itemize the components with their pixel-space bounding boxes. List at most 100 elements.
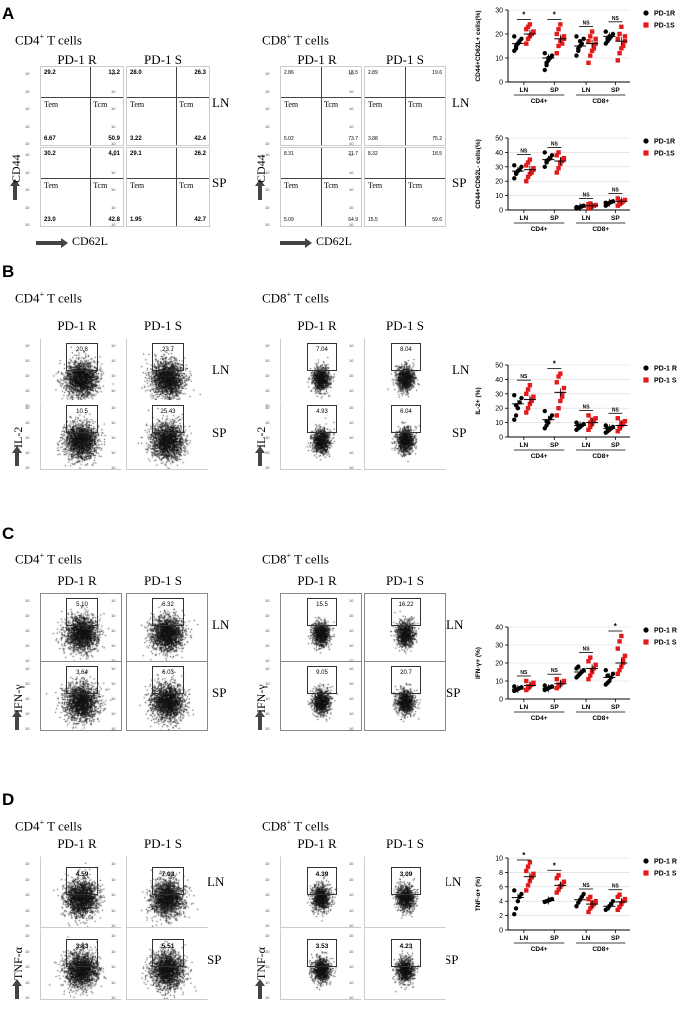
data-point — [558, 22, 563, 27]
data-point — [615, 58, 620, 63]
gate-value: 4.59 — [75, 871, 89, 878]
data-point — [524, 868, 529, 874]
y-tick-label: 20 — [495, 32, 503, 39]
xaxis-arrow-a1 — [36, 238, 68, 248]
data-point — [617, 668, 622, 673]
y-tick-label: 2 — [499, 913, 503, 920]
gate-box: 10.5 — [66, 405, 98, 433]
tick-label: 10 — [25, 222, 30, 227]
gate-value: 4.23 — [399, 943, 413, 950]
row-ln-b: LN — [212, 362, 230, 377]
tick-label: 10 — [111, 222, 116, 227]
data-point — [556, 406, 561, 411]
yaxis-arrow-d1 — [12, 979, 22, 999]
yaxis-il2-b2: IL-2 — [254, 426, 268, 448]
tick-label: 10 — [25, 358, 30, 363]
gate-box: 4.23 — [391, 939, 421, 967]
cell-type-label: CD4+ — [531, 715, 548, 722]
y-tick-label: 20 — [495, 661, 503, 668]
gate-value: 25.43 — [160, 409, 176, 415]
tick-label: 10 — [349, 726, 354, 731]
data-point — [586, 39, 591, 44]
data-point — [512, 34, 517, 39]
sig-label: * — [553, 861, 557, 870]
tick-label: 10 — [265, 358, 270, 363]
y-tick-label: 20 — [495, 179, 503, 186]
tick-label: 10 — [25, 948, 30, 954]
tick-label: 10 — [25, 613, 30, 618]
data-point — [615, 196, 620, 201]
x-group-label: SP — [611, 704, 620, 711]
tick-label: 10 — [111, 892, 116, 897]
dot-plot: 6.04 10 10 10 10 10 — [349, 400, 446, 470]
dot-plot: 20.8 10 10 10 10 10 — [25, 338, 122, 408]
data-point — [620, 43, 626, 49]
tick-label: 10 — [265, 923, 270, 928]
sig-label: NS — [520, 670, 528, 676]
tick-label: 10 — [111, 343, 116, 348]
data-point — [593, 899, 598, 904]
gate-box: 4.59 — [66, 867, 98, 895]
tick-label: 10 — [265, 435, 270, 440]
data-point — [525, 387, 531, 392]
tick-label: 10 — [349, 123, 354, 129]
data-point — [512, 888, 517, 893]
gate-value: 20.8 — [76, 347, 88, 353]
x-group-label: LN — [520, 935, 529, 942]
tick-label: 10 — [265, 88, 270, 94]
legend-marker — [643, 858, 649, 864]
sig-label: NS — [583, 193, 591, 199]
data-point — [588, 34, 593, 39]
tick-label: 10 — [111, 681, 116, 686]
row-ln-c: LN — [212, 617, 230, 632]
tick-label: 10 — [265, 405, 270, 410]
row-sp-d2: SP — [444, 952, 459, 967]
data-point — [586, 427, 591, 432]
data-point — [524, 41, 529, 46]
tick-label: 10 — [349, 643, 354, 648]
legend-label: PD-1 S — [654, 378, 677, 385]
dot-plot: 4.59 10 10 10 10 10 — [25, 856, 122, 928]
tick-label: 10 — [25, 861, 30, 866]
data-point — [525, 684, 531, 689]
data-point — [558, 398, 563, 404]
tick-label: 10 — [349, 388, 354, 393]
tick-label: 10 — [25, 658, 30, 663]
data-point — [524, 163, 529, 168]
tick-label: 10 — [265, 187, 270, 192]
data-point — [561, 34, 567, 39]
legend-marker — [643, 138, 649, 144]
legend-label: PD-1R — [654, 139, 675, 146]
y-tick-label: 50 — [495, 136, 503, 143]
sig-label: * — [614, 622, 618, 631]
cell-type-label: CD8+ — [592, 453, 609, 460]
gate-value: 3.09 — [399, 871, 413, 878]
event-cloud — [41, 594, 121, 662]
gate-vertical-line — [90, 148, 92, 226]
tick-label: 10 — [111, 152, 116, 157]
data-point — [524, 410, 529, 415]
sig-label: NS — [551, 141, 559, 147]
tick-label: 10 — [25, 204, 30, 210]
tcm-label: Tcm — [179, 99, 194, 109]
tick-label: 10 — [265, 907, 270, 913]
gate-vertical-line — [176, 148, 178, 226]
gate-box: 3.83 — [66, 939, 98, 967]
data-point — [576, 664, 581, 669]
cell-type-label: CD4+ — [531, 453, 548, 460]
data-point — [615, 671, 620, 676]
quadrant-value: 26.2 — [194, 151, 206, 157]
col-pd1r-d1: PD-1 R — [57, 836, 97, 851]
data-point — [588, 655, 593, 660]
data-point — [524, 179, 529, 184]
tick-label: 10 — [349, 892, 354, 897]
tcm-label: Tcm — [324, 99, 339, 109]
event-cloud — [127, 401, 207, 469]
dot-plot: 3.83 10 10 10 10 10 — [25, 928, 122, 1000]
event-cloud — [281, 929, 361, 999]
y-tick-label: 0 — [499, 697, 503, 704]
gate-box: 7.04 — [307, 343, 337, 371]
tick-label: 10 — [111, 106, 116, 111]
data-point — [619, 633, 624, 639]
